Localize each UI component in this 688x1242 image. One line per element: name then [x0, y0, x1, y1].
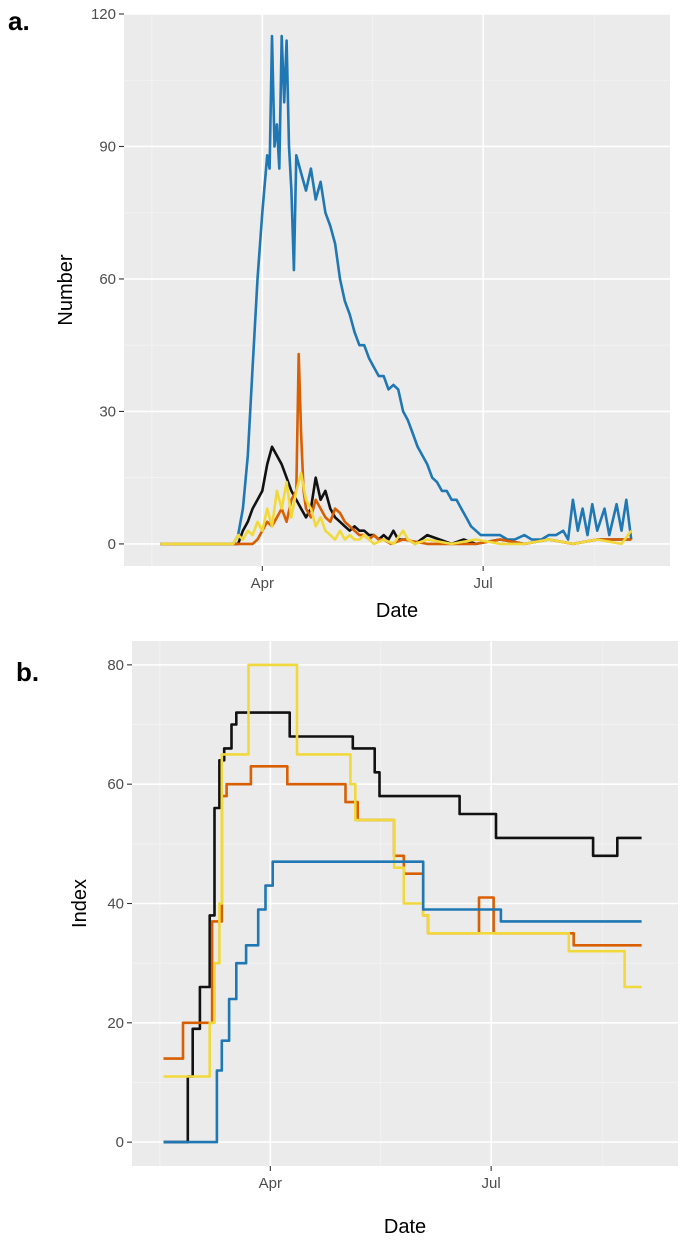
- panel-a-y-tick-label: 0: [108, 536, 116, 553]
- panel-a-label: a.: [8, 6, 30, 36]
- panel-a-y-tick-label: 120: [91, 6, 116, 23]
- panel-b-series-group: [163, 663, 642, 1144]
- panel-a-series-group: [160, 34, 633, 546]
- panel-a-x-axis-title: Date: [376, 600, 418, 622]
- panel-b-y-tick-label: 60: [107, 776, 124, 793]
- panel-b-x-tick-label: Jul: [482, 1175, 501, 1192]
- panel-a-series-yellow: [160, 472, 633, 546]
- panel-a-y-tick-label: 30: [99, 403, 116, 420]
- panel-b-series-black: [163, 711, 642, 1144]
- panel-b-y-tick-label: 80: [107, 657, 124, 674]
- panel-b-y-tick-label: 20: [107, 1015, 124, 1032]
- panel-b-series-blue: [163, 860, 642, 1144]
- panel-a-x-tick-label: Jul: [474, 575, 493, 592]
- panel-a-x-tick-label: Apr: [251, 575, 274, 592]
- panel-a-series-blue: [160, 34, 633, 546]
- panel-b-x-tick-label: Apr: [259, 1175, 282, 1192]
- panel-a-y-axis-title: Number: [55, 254, 77, 325]
- panel-a-y-tick-label: 90: [99, 138, 116, 155]
- panel-b-label: b.: [16, 657, 39, 687]
- panel-a-plot-background: [124, 14, 670, 566]
- panel-b-y-tick-label: 40: [107, 896, 124, 913]
- panel-b: b.020406080AprJulOctDateIndex: [16, 641, 678, 1238]
- panel-b-series-yellow: [163, 663, 642, 1078]
- panel-b-y-axis-title: Index: [69, 879, 91, 928]
- panel-b-x-axis-title: Date: [384, 1216, 426, 1238]
- panel-b-y-tick-label: 0: [116, 1134, 124, 1151]
- panel-a-y-tick-label: 60: [99, 271, 116, 288]
- panel-a: a.0306090120AprJulOctDateNumber: [8, 6, 670, 622]
